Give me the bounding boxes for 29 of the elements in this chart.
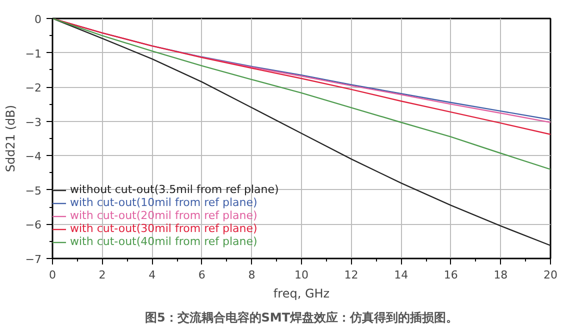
y-tick-label: −2	[25, 82, 42, 95]
text: with cut-out(20mil from ref plane)	[70, 209, 258, 222]
line-series	[52, 18, 550, 246]
y-axis-title: Sdd21 (dB)	[3, 104, 18, 172]
y-tick-label: −4	[25, 150, 42, 164]
x-tick-label: 20	[544, 268, 558, 282]
x-tick-label: 16	[444, 268, 458, 282]
x-tick-label: 2	[98, 268, 106, 282]
y-tick-label: −6	[25, 218, 42, 232]
x-tick-label: 12	[344, 268, 358, 282]
text: with cut-out(30mil from ref plane)	[70, 222, 258, 235]
x-tick-label: 0	[49, 268, 56, 282]
y-tick-label: −3	[25, 116, 42, 129]
line-series	[52, 18, 550, 170]
text: with cut-out(40mil from ref plane)	[70, 235, 258, 248]
y-tick-label: −1	[25, 47, 42, 60]
x-tick-label: 18	[494, 268, 508, 282]
x-tick-label: 14	[394, 268, 408, 282]
x-tick-label: 8	[248, 268, 256, 282]
text: with cut-out(10mil from ref plane)	[70, 196, 258, 209]
x-tick-label: 4	[148, 268, 156, 282]
text: without cut-out(3.5mil from ref plane)	[70, 183, 279, 196]
y-tick-label: 0	[34, 13, 42, 26]
y-tick-label: −7	[25, 253, 42, 266]
x-tick-label: 10	[294, 268, 308, 282]
caption: 图5：交流耦合电容的SMT焊盘效应：仿真得到的插损图。	[144, 310, 458, 324]
x-axis-title: freq, GHz	[273, 286, 330, 300]
x-tick-label: 6	[198, 268, 206, 282]
y-tick-label: −5	[25, 184, 42, 198]
